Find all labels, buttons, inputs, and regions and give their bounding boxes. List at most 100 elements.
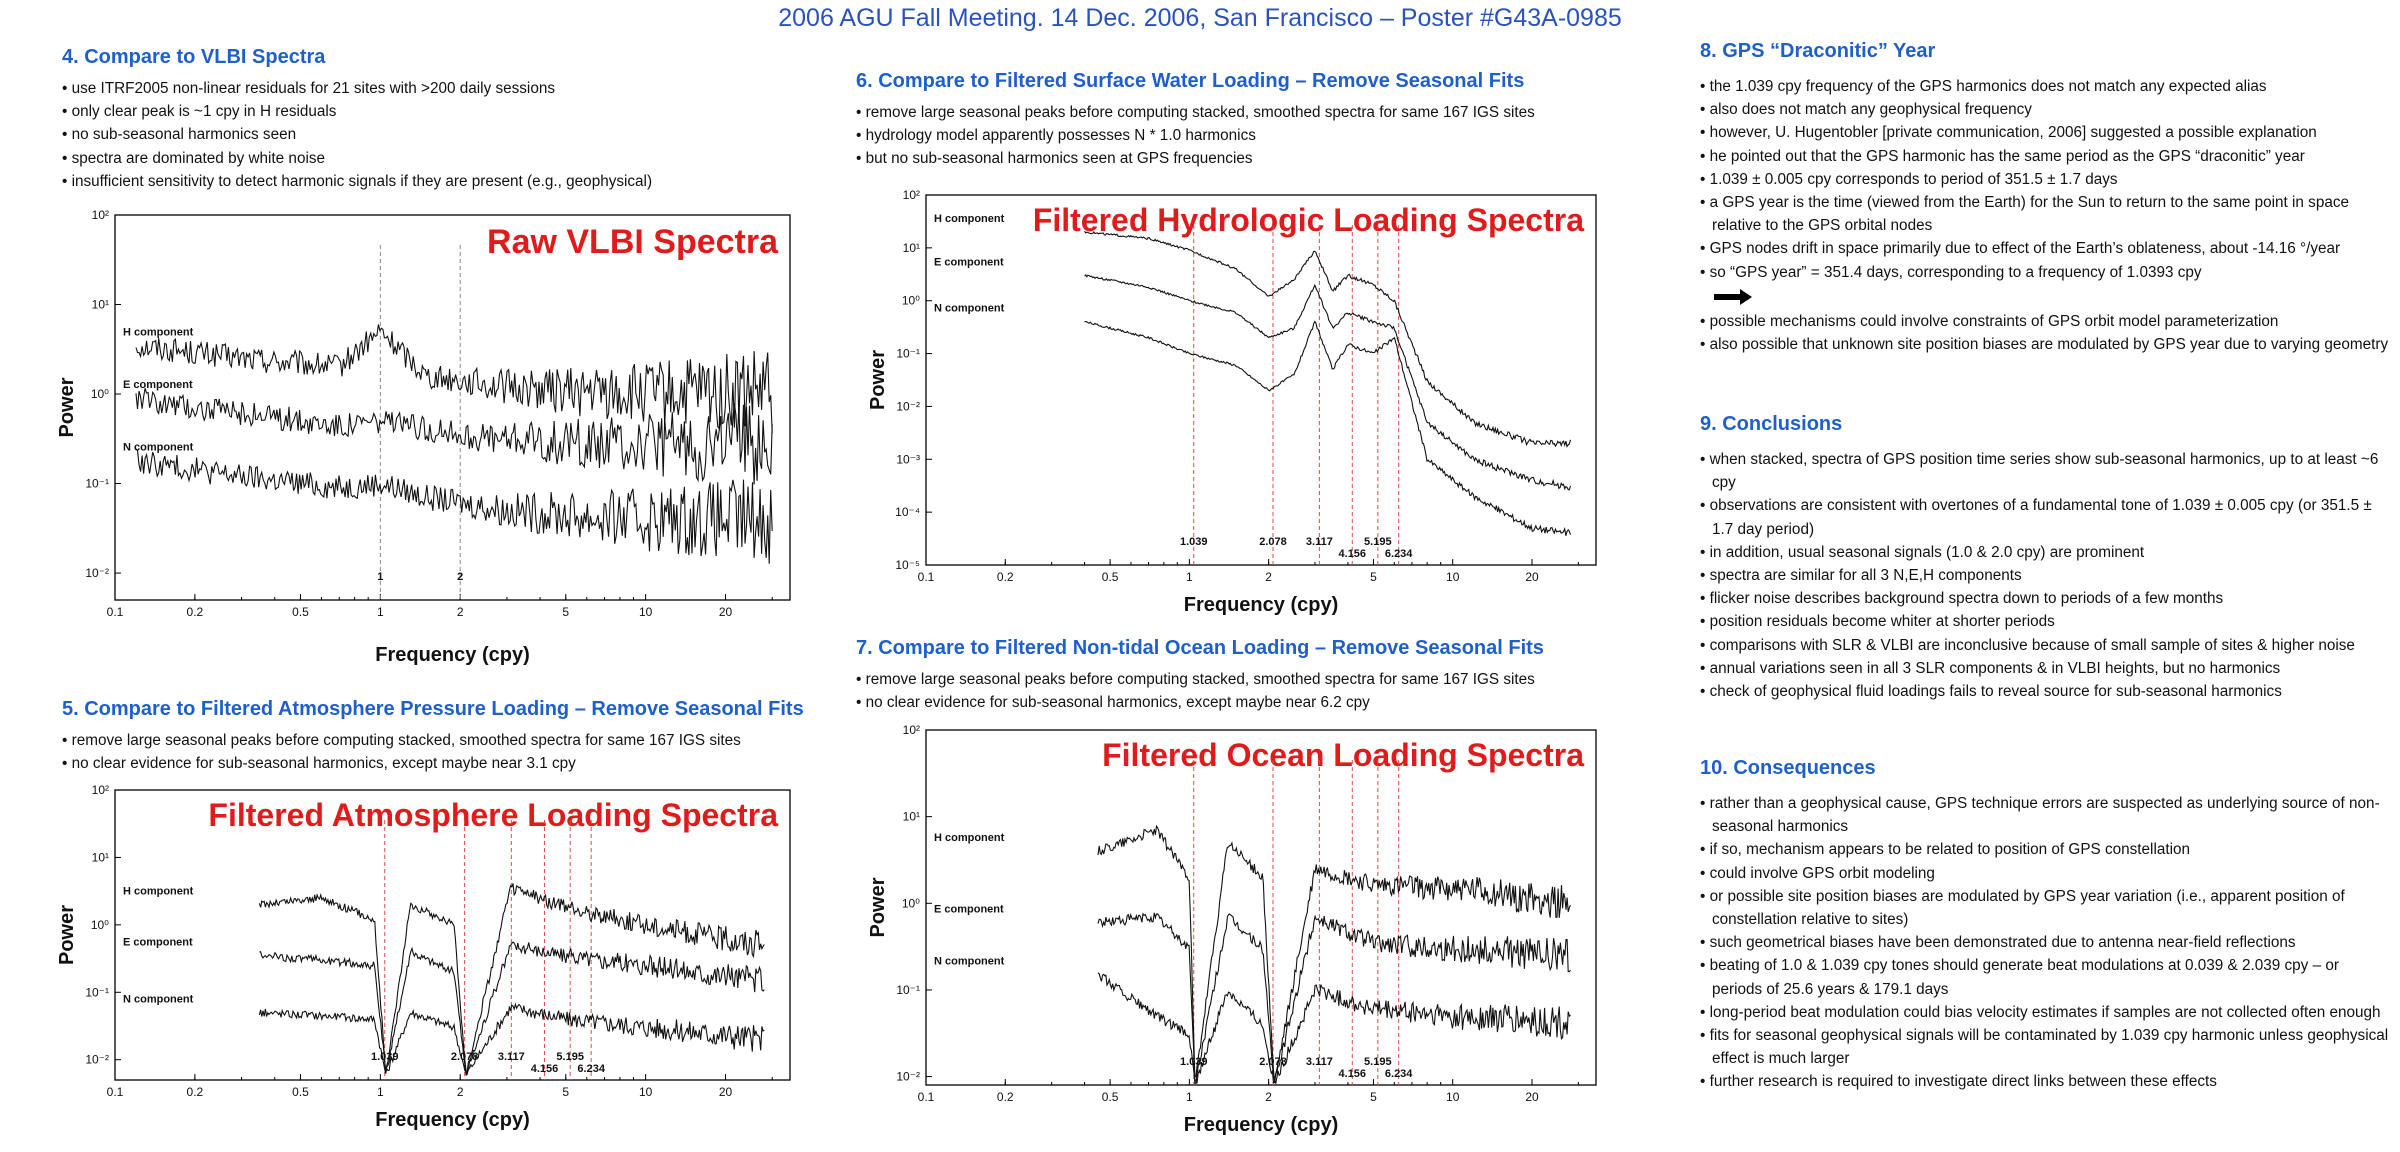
section-4: 4. Compare to VLBI Spectra use ITRF2005 … (62, 46, 802, 193)
section-6-heading: 6. Compare to Filtered Surface Water Loa… (856, 70, 1525, 92)
arrow-icon (1700, 284, 2390, 310)
section-6-bullets: remove large seasonal peaks before compu… (856, 101, 1616, 171)
bullet-item: rather than a geophysical cause, GPS tec… (1700, 792, 2390, 838)
marker-label: 3.117 (1306, 1056, 1333, 1068)
bullet-item: flicker noise describes background spect… (1700, 587, 2390, 610)
bullet-item: observations are consistent with overton… (1700, 494, 2390, 540)
x-tick-label: 20 (719, 1085, 733, 1099)
series-label: E component (934, 256, 1004, 268)
bullet-item: check of geophysical fluid loadings fail… (1700, 680, 2390, 703)
bullet-item: long-period beat modulation could bias v… (1700, 1001, 2390, 1024)
series-line (1097, 824, 1571, 1084)
chart-title: Filtered Hydrologic Loading Spectra (1033, 202, 1584, 238)
y-tick-label: 10⁻⁴ (895, 505, 920, 519)
x-tick-label: 10 (1446, 570, 1460, 584)
bullet-item: could involve GPS orbit modeling (1700, 862, 2390, 885)
section-8-bullets-2: possible mechanisms could involve constr… (1700, 310, 2390, 356)
x-tick-label: 0.2 (187, 1085, 204, 1099)
y-tick-label: 10⁻¹ (85, 477, 109, 491)
x-tick-label: 5 (1370, 1090, 1377, 1104)
section-4-bullets: use ITRF2005 non-linear residuals for 21… (62, 77, 802, 193)
chart-svg: 0.1 0.2 0.5 1 2 5 10 20 10² 10¹ 10⁰ 10⁻¹ 10⁻² Frequen… (56, 208, 791, 666)
marker-label: 3.117 (1306, 536, 1333, 548)
y-axis-label: Power (867, 877, 889, 937)
y-tick-label: 10⁻¹ (896, 983, 920, 997)
y-tick-label: 10² (92, 783, 109, 797)
bullet-item: also does not match any geophysical freq… (1700, 98, 2390, 121)
marker-label: 4.156 (1339, 548, 1367, 560)
series-label: H component (123, 326, 194, 338)
marker-label: 2.078 (1259, 536, 1287, 548)
x-tick-label: 0.1 (918, 570, 935, 584)
y-tick-label: 10⁰ (902, 294, 920, 308)
y-tick-label: 10⁻² (85, 1053, 109, 1067)
series-line (135, 324, 773, 434)
chart-title: Raw VLBI Spectra (487, 223, 779, 261)
bullet-item: the 1.039 cpy frequency of the GPS harmo… (1700, 75, 2390, 98)
marker-label: 6.234 (577, 1063, 605, 1075)
series-line (1084, 320, 1572, 536)
section-8-bullets: the 1.039 cpy frequency of the GPS harmo… (1700, 75, 2390, 284)
x-tick-label: 2 (1265, 570, 1272, 584)
series-line (135, 388, 773, 485)
y-tick-label: 10⁻¹ (896, 347, 920, 361)
chart-atmosphere: 0.1 0.2 0.5 1 2 5 10 20 10² 10¹ 10⁰ 10⁻¹ 10⁻² Frequen… (40, 780, 800, 1140)
bullet-item: no sub-seasonal harmonics seen (62, 123, 802, 146)
bullet-item: comparisons with SLR & VLBI are inconclu… (1700, 634, 2390, 657)
series-line (1084, 230, 1572, 448)
y-tick-label: 10⁰ (902, 896, 920, 910)
x-tick-label: 0.5 (292, 605, 309, 619)
section-10: 10. Consequences rather than a geophysic… (1700, 757, 2390, 1094)
section-10-heading: 10. Consequences (1700, 757, 1876, 779)
series-label: N component (123, 994, 194, 1006)
marker-label: 4.156 (1339, 1068, 1367, 1080)
bullet-item: such geometrical biases have been demons… (1700, 931, 2390, 954)
bullet-item: a GPS year is the time (viewed from the … (1700, 191, 2390, 237)
y-tick-label: 10⁰ (91, 387, 109, 401)
y-tick-label: 10¹ (92, 850, 109, 864)
section-4-heading: 4. Compare to VLBI Spectra (62, 46, 326, 68)
y-tick-label: 10² (92, 208, 109, 222)
bullet-item: also possible that unknown site position… (1700, 333, 2390, 356)
x-axis-label: Frequency (cpy) (375, 1109, 529, 1131)
marker-label: 1.039 (1180, 536, 1208, 548)
series-line (1097, 912, 1571, 1084)
y-axis-label: Power (56, 905, 78, 965)
bullet-item: however, U. Hugentobler [private communi… (1700, 121, 2390, 144)
plot-frame (114, 789, 791, 1081)
plot-frame (114, 214, 791, 601)
bullet-item: or possible site position biases are mod… (1700, 885, 2390, 931)
marker-label: 6.234 (1385, 1068, 1413, 1080)
y-tick-label: 10¹ (92, 298, 109, 312)
section-8-heading: 8. GPS “Draconitic” Year (1700, 40, 1936, 62)
x-tick-label: 20 (719, 605, 733, 619)
y-tick-label: 10⁰ (91, 918, 109, 932)
bullet-item: remove large seasonal peaks before compu… (62, 729, 842, 752)
series-line (1097, 972, 1571, 1086)
bullet-item: when stacked, spectra of GPS position ti… (1700, 448, 2390, 494)
x-tick-label: 5 (1370, 570, 1377, 584)
y-axis-label: Power (867, 350, 889, 410)
x-tick-label: 0.5 (1102, 570, 1119, 584)
y-tick-label: 10⁻² (85, 566, 109, 580)
bullet-item: use ITRF2005 non-linear residuals for 21… (62, 77, 802, 100)
x-tick-label: 0.1 (107, 1085, 124, 1099)
x-tick-label: 20 (1525, 570, 1539, 584)
bullet-item: so “GPS year” = 351.4 days, correspondin… (1700, 261, 2390, 284)
series-label: N component (123, 442, 194, 454)
x-axis-label: Frequency (cpy) (1184, 1114, 1338, 1136)
marker-label: 4.156 (531, 1063, 559, 1075)
bullet-item: but no sub-seasonal harmonics seen at GP… (856, 147, 1616, 170)
x-tick-label: 5 (562, 1085, 569, 1099)
series-label: E component (123, 379, 193, 391)
marker-label: 5.195 (1364, 536, 1392, 548)
bullet-item: no clear evidence for sub-seasonal harmo… (62, 752, 842, 775)
poster-header: 2006 AGU Fall Meeting. 14 Dec. 2006, San… (778, 4, 1622, 32)
y-tick-label: 10⁻¹ (85, 985, 109, 999)
x-axis-label: Frequency (cpy) (1184, 594, 1338, 616)
section-9-bullets: when stacked, spectra of GPS position ti… (1700, 448, 2390, 703)
x-tick-label: 1 (377, 605, 384, 619)
bullet-item: spectra are similar for all 3 N,E,H comp… (1700, 564, 2390, 587)
section-9-heading: 9. Conclusions (1700, 413, 1843, 435)
bullet-item: only clear peak is ~1 cpy in H residuals (62, 100, 802, 123)
